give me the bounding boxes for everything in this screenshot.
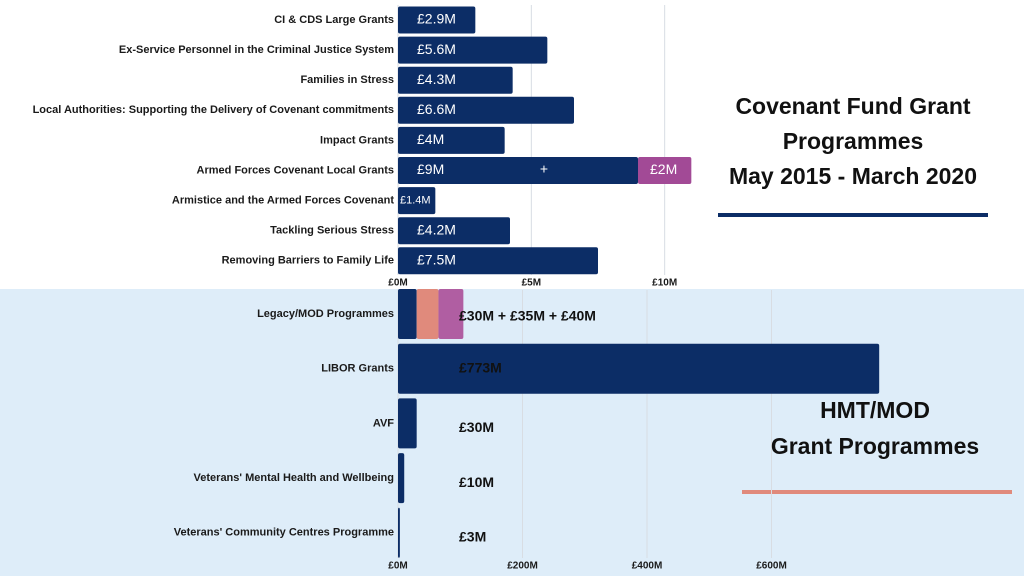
category-label: Families in Stress	[300, 74, 394, 86]
bar	[416, 289, 439, 339]
bar	[398, 343, 880, 394]
value-label: £4.2M	[417, 221, 456, 237]
annotation: £30M + £35M + £40M	[459, 308, 596, 324]
category-label: Removing Barriers to Family Life	[222, 255, 394, 267]
value-label: £7.5M	[417, 252, 456, 268]
bar	[398, 157, 638, 184]
category-label: Veterans' Mental Health and Wellbeing	[194, 472, 394, 484]
bar	[398, 247, 598, 275]
value-label: £2.9M	[417, 11, 456, 27]
value-label: £4M	[417, 131, 444, 147]
bar	[398, 96, 574, 124]
category-label: Armed Forces Covenant Local Grants	[197, 164, 394, 176]
bar	[398, 217, 510, 245]
value-label: £2M	[650, 161, 677, 177]
value-label: £4.3M	[417, 71, 456, 87]
value-label: £3M	[459, 529, 486, 545]
category-label: Ex-Service Personnel in the Criminal Jus…	[119, 44, 394, 56]
chart-title: Covenant Fund Grant	[735, 93, 970, 119]
value-label: £1.4M	[400, 195, 431, 207]
bar	[398, 398, 417, 449]
chart-title: May 2015 - March 2020	[729, 163, 977, 189]
value-label: £773M	[459, 359, 502, 375]
value-label: £5.6M	[417, 41, 456, 57]
value-label: £6.6M	[417, 101, 456, 117]
category-label: AVF	[373, 417, 394, 429]
chart-title: HMT/MOD	[820, 397, 930, 423]
value-label: £9M	[417, 161, 444, 177]
category-label: Veterans' Community Centres Programme	[174, 527, 394, 539]
bar	[398, 289, 417, 339]
x-tick-label: £400M	[632, 561, 663, 572]
chart-title: Grant Programmes	[771, 433, 979, 459]
x-tick-label: £600M	[756, 561, 787, 572]
x-tick-label: £0M	[388, 278, 407, 289]
bar	[398, 6, 476, 34]
category-label: Local Authorities: Supporting the Delive…	[33, 104, 394, 116]
value-label: £30M	[459, 419, 494, 435]
bar	[398, 187, 436, 215]
category-label: Armistice and the Armed Forces Covenant	[172, 195, 394, 207]
bar	[398, 453, 405, 504]
x-tick-label: £0M	[388, 561, 407, 572]
bar	[398, 66, 513, 94]
bar	[638, 157, 692, 184]
chart-title: Programmes	[783, 128, 924, 154]
bar	[398, 126, 505, 154]
category-label: LIBOR Grants	[321, 363, 394, 375]
category-label: Tackling Serious Stress	[270, 225, 394, 237]
category-label: Legacy/MOD Programmes	[257, 308, 394, 320]
bar	[398, 507, 400, 558]
panel-background	[0, 289, 1024, 576]
x-tick-label: £200M	[507, 561, 538, 572]
bar	[438, 289, 464, 339]
bar	[398, 36, 548, 64]
value-label: £10M	[459, 474, 494, 490]
category-label: CI & CDS Large Grants	[274, 14, 394, 26]
x-tick-label: £10M	[652, 278, 677, 289]
x-tick-label: £5M	[522, 278, 541, 289]
category-label: Impact Grants	[320, 134, 394, 146]
annotation: +	[540, 161, 548, 177]
